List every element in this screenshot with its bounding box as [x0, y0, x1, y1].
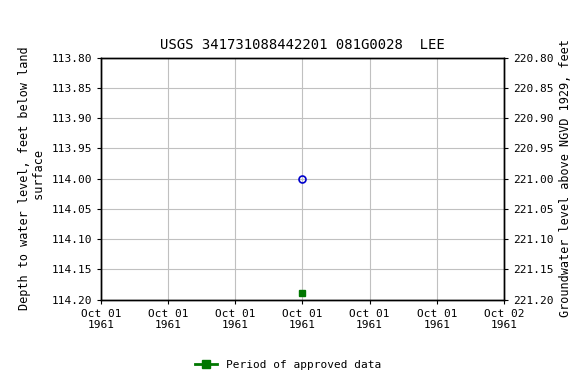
- Y-axis label: Groundwater level above NGVD 1929, feet: Groundwater level above NGVD 1929, feet: [559, 40, 572, 318]
- Legend: Period of approved data: Period of approved data: [191, 356, 385, 375]
- Y-axis label: Depth to water level, feet below land
 surface: Depth to water level, feet below land su…: [18, 47, 46, 310]
- Title: USGS 341731088442201 081G0028  LEE: USGS 341731088442201 081G0028 LEE: [160, 38, 445, 52]
